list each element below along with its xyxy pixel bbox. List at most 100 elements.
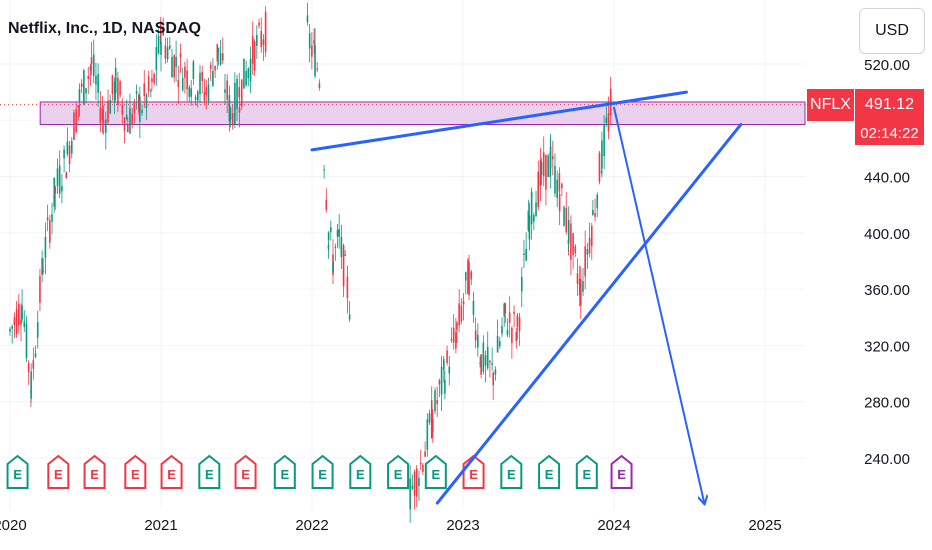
candle-body [190,88,192,97]
candle-body [224,89,226,93]
candle-body [598,152,601,182]
earnings-marker-icon[interactable]: E [424,454,447,489]
earnings-marker-icon[interactable]: E [575,454,598,489]
candle-body [15,309,18,334]
earnings-marker-label: E [545,467,554,482]
earnings-marker-label: E [318,467,327,482]
earnings-marker-icon[interactable]: E [234,454,257,489]
candle-body [221,53,224,61]
candle-body [528,215,531,240]
drawings-layer [310,90,743,505]
candle-body [516,315,519,327]
candle-body [41,258,43,275]
candle-body [456,322,458,330]
candle-body [489,360,491,363]
earnings-marker-shape [234,454,257,489]
earnings-marker-icon[interactable]: E [349,454,372,489]
earnings-marker-icon[interactable]: E [83,454,106,489]
candle-body [480,354,482,375]
earnings-marker-icon[interactable]: E [610,454,633,489]
candle-body [105,119,107,133]
candle-body [253,41,256,71]
candle-body [51,214,53,222]
currency-button[interactable]: USD [859,8,925,54]
candle-body [411,485,414,489]
candle-body [58,165,61,194]
candle-body [56,168,59,187]
x-tick-label: 2022 [295,517,328,534]
candle-body [342,245,345,287]
earnings-marker-shape [538,454,561,489]
candle-body [258,22,260,26]
candle-body [506,330,509,336]
candle-body [576,273,579,284]
candle-body [419,462,422,465]
earnings-marker-icon[interactable]: E [198,454,221,489]
candle-body [83,70,85,105]
earnings-marker-icon[interactable]: E [500,454,523,489]
candle-body [508,312,511,323]
candle-body [443,359,445,370]
candle-body [579,279,582,306]
earnings-marker-label: E [431,467,440,482]
projection-arrow [613,106,705,505]
candle-body [205,87,208,96]
candle-body [212,71,214,86]
candle-body [428,413,431,423]
earnings-marker-icon[interactable]: E [462,454,485,489]
earnings-marker-shape [424,454,447,489]
earnings-marker-icon[interactable]: E [124,454,147,489]
candle-body [9,328,11,332]
candle-body [460,305,463,322]
candle-body [558,194,561,212]
candle-body [470,271,473,280]
candle-body [107,100,109,123]
y-tick-label: 320.00 [864,338,910,355]
candle-body [472,300,475,315]
candle-body [238,87,241,98]
candle-body [518,317,521,332]
candle-body [418,477,420,486]
candle-body [219,52,222,65]
rising-support-line [435,123,743,505]
earnings-marker-shape [387,454,410,489]
candle-body [126,124,129,132]
candle-body [436,399,438,405]
earnings-marker-icon[interactable]: E [538,454,561,489]
candle-body [65,172,68,179]
earnings-marker-shape [6,454,29,489]
candle-body [141,109,143,114]
earnings-marker-shape [311,454,334,489]
earnings-marker-label: E [469,467,478,482]
candle-body [590,225,593,246]
candle-body [452,327,455,343]
candle-body [567,219,570,243]
earnings-marker-icon[interactable]: E [160,454,183,489]
candle-body [46,217,49,221]
earnings-marker-icon[interactable]: E [387,454,410,489]
candle-body [153,73,155,84]
earnings-marker-icon[interactable]: E [6,454,29,489]
earnings-marker-label: E [131,467,140,482]
candle-body [226,80,228,100]
candle-body [504,303,507,314]
candle-body [49,220,51,243]
candle-body [229,107,232,120]
candle-body [336,229,339,237]
candle-body [601,140,603,169]
candle-body [542,152,545,177]
price-value: 491.12 [855,89,924,121]
candle-body [607,113,610,132]
earnings-marker-label: E [241,467,250,482]
candle-body [236,78,238,109]
candle-body [348,314,351,320]
candle-body [243,58,245,89]
earnings-marker-icon[interactable]: E [47,454,70,489]
earnings-marker-icon[interactable]: E [273,454,296,489]
earnings-marker-icon[interactable]: E [311,454,334,489]
candle-body [523,253,525,256]
candle-body [181,78,184,91]
candle-body [23,321,26,328]
